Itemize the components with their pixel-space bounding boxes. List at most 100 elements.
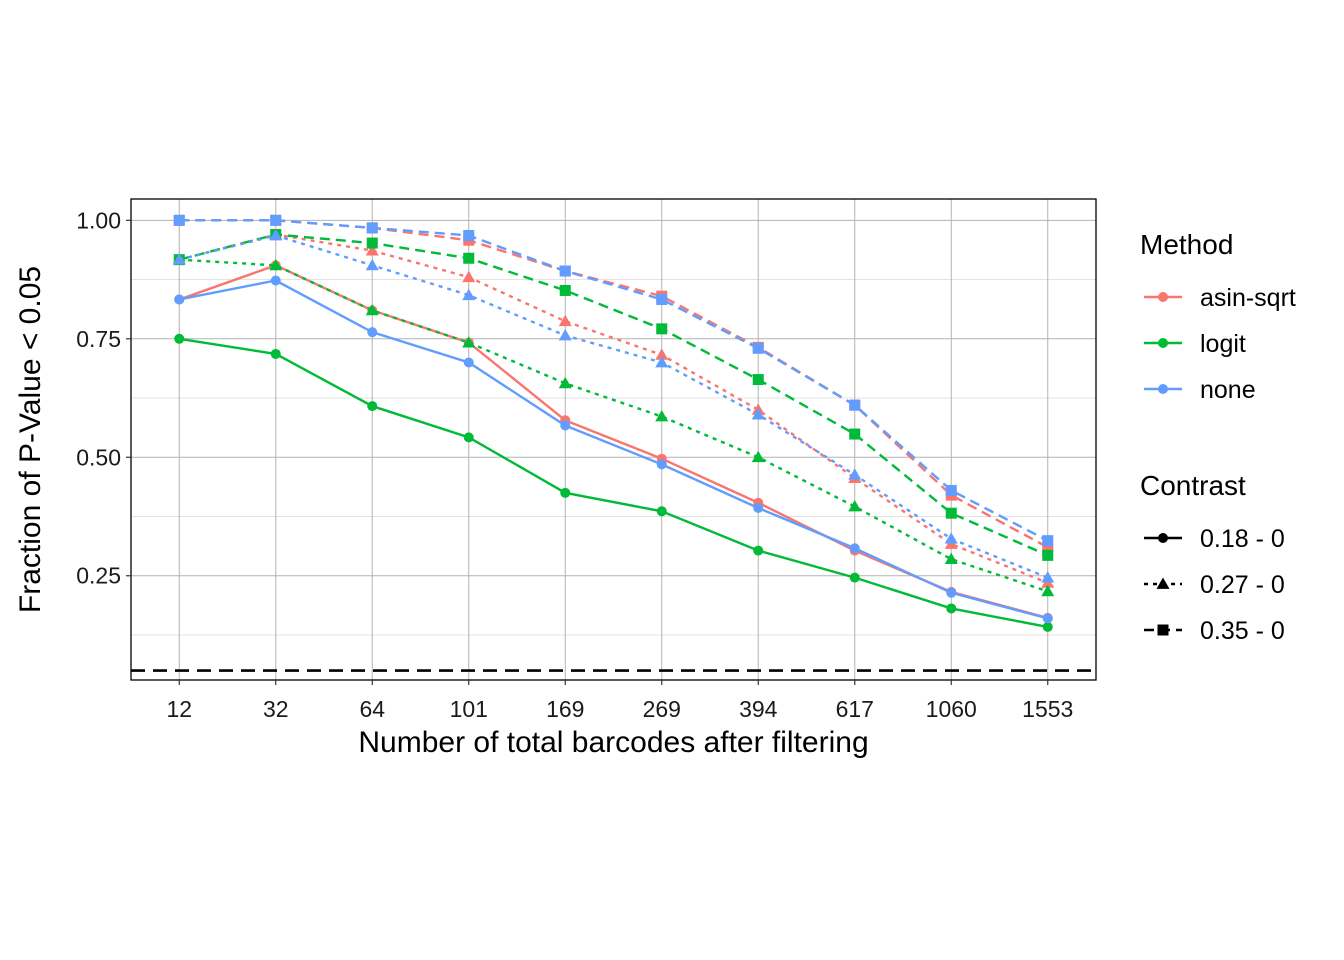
data-point (463, 229, 475, 241)
series-none-circle (174, 275, 1053, 624)
data-point (270, 348, 281, 359)
data-point (945, 484, 957, 496)
data-point (946, 587, 957, 598)
legend-item-logit: logit (1144, 330, 1246, 358)
legend-key-marker (1157, 624, 1169, 636)
data-point (365, 303, 379, 316)
data-point (1042, 621, 1053, 632)
legend-label: none (1200, 376, 1256, 404)
data-point (849, 543, 860, 554)
x-tick-label: 169 (546, 696, 584, 722)
data-point (365, 244, 379, 256)
data-point (656, 323, 668, 335)
data-point (173, 214, 185, 226)
series-line (179, 279, 1049, 620)
data-point (655, 348, 669, 360)
series-line (179, 219, 1049, 542)
data-point (1042, 613, 1053, 624)
data-point (849, 428, 861, 440)
series-none-triangle (172, 228, 1055, 583)
x-tick-label: 269 (643, 696, 681, 722)
data-point (174, 333, 185, 344)
legend-label: logit (1200, 330, 1246, 358)
data-point (945, 507, 957, 519)
data-point (944, 552, 958, 565)
data-point (463, 357, 474, 368)
data-point (1041, 571, 1055, 583)
legend-key-marker (1158, 533, 1168, 543)
series-none-square (173, 214, 1054, 547)
data-point (560, 420, 571, 431)
legend-title-contrast: Contrast (1140, 470, 1246, 501)
data-point (366, 237, 378, 249)
data-point (944, 532, 958, 544)
data-point (946, 603, 957, 614)
series-line (179, 337, 1048, 629)
panel-border (130, 198, 1097, 681)
data-point (752, 342, 764, 354)
data-point (656, 459, 667, 470)
data-point (558, 328, 572, 341)
y-tick-label: 1.00 (76, 207, 121, 233)
data-point (655, 355, 669, 368)
series-logit-circle (174, 333, 1053, 632)
x-tick-label: 617 (836, 696, 874, 722)
data-point (270, 214, 282, 226)
data-point (753, 502, 764, 513)
data-point (656, 293, 668, 305)
data-point (558, 376, 572, 389)
data-point (560, 487, 571, 498)
data-point (174, 294, 185, 305)
x-axis-title: Number of total barcodes after filtering (358, 726, 868, 759)
x-tick-label: 1553 (1022, 696, 1073, 722)
series-line (178, 233, 1049, 584)
legend-item-contrast-square: 0.35 - 0 (1144, 617, 1285, 645)
legend: Method asin-sqrt logit none Contrast 0.18 - 0… (1140, 229, 1296, 645)
data-point (366, 222, 378, 234)
data-point (751, 450, 765, 463)
series-line (178, 233, 1049, 557)
data-point (367, 401, 378, 412)
data-point (849, 572, 860, 583)
data-point (463, 432, 474, 443)
data-point (559, 265, 571, 277)
series-layer (172, 214, 1055, 632)
x-tick-label: 394 (739, 696, 778, 722)
data-point (463, 252, 475, 264)
legend-label: asin-sqrt (1200, 284, 1296, 312)
legend-label: 0.27 - 0 (1200, 571, 1285, 599)
x-tick-label: 32 (263, 696, 289, 722)
legend-label: 0.35 - 0 (1200, 617, 1285, 645)
legend-key-marker (1158, 292, 1168, 302)
legend-key-marker (1158, 384, 1168, 394)
grid-lines (131, 199, 1096, 680)
data-point (848, 500, 862, 512)
data-point (269, 258, 283, 271)
data-point (462, 288, 476, 301)
y-tick-label: 0.25 (76, 563, 121, 589)
y-tick-label: 0.75 (76, 326, 121, 352)
x-tick-label: 64 (359, 696, 385, 722)
data-point (1042, 541, 1054, 553)
x-tick-label: 1060 (926, 696, 977, 722)
data-point (462, 270, 476, 283)
data-point (172, 253, 186, 265)
data-point (848, 468, 862, 480)
legend-item-contrast-triangle: 0.27 - 0 (1144, 571, 1285, 599)
data-point (269, 228, 283, 241)
x-tick-label: 101 (450, 696, 488, 722)
axes: 0.25 0.50 0.75 1.00 12 32 64 101 169 269 394 617 106… (14, 198, 1097, 759)
legend-item-none: none (1144, 376, 1256, 404)
y-axis-title: Fraction of P-Value < 0.05 (14, 266, 47, 613)
data-point (558, 314, 572, 327)
y-tick-label: 0.50 (76, 444, 121, 470)
legend-item-contrast-circle: 0.18 - 0 (1144, 525, 1285, 553)
legend-title-method: Method (1140, 229, 1233, 260)
x-tick-label: 12 (166, 696, 192, 722)
legend-item-asin-sqrt: asin-sqrt (1144, 284, 1296, 312)
data-point (752, 374, 764, 386)
legend-label: 0.18 - 0 (1200, 525, 1285, 553)
legend-key-marker (1156, 577, 1170, 589)
data-point (1042, 549, 1054, 561)
data-point (655, 410, 669, 422)
